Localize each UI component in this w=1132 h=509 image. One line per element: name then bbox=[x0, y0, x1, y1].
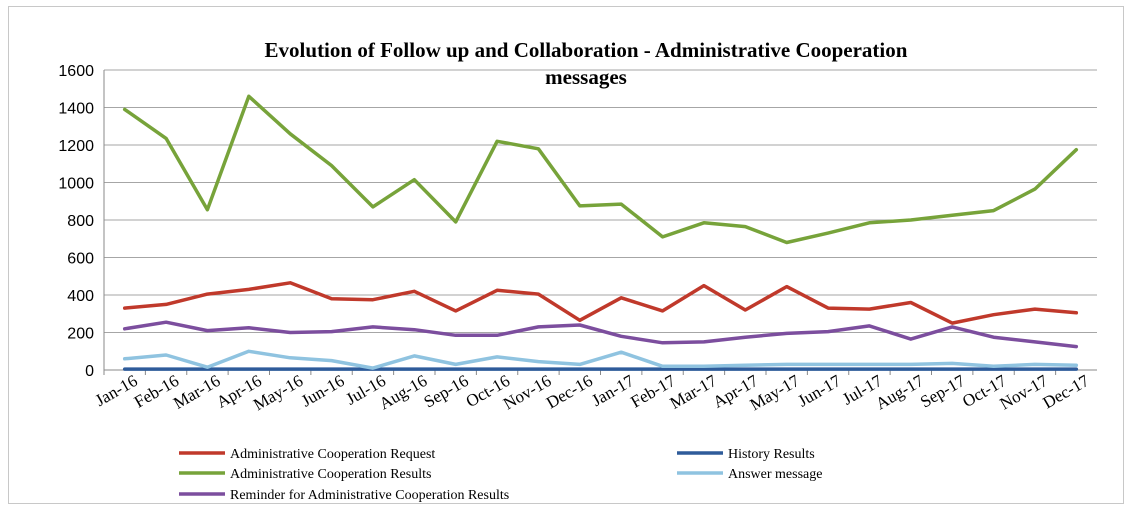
x-tick-label: Jun-16 bbox=[298, 371, 348, 411]
legend-label-history-results: History Results bbox=[728, 447, 815, 462]
gridlines bbox=[104, 69, 1097, 371]
y-tick-label: 1400 bbox=[58, 101, 94, 118]
y-tick-label: 400 bbox=[67, 288, 94, 305]
legend-label-answer-message: Answer message bbox=[728, 467, 822, 482]
series-line-reminder-for-administrative-cooperation-results bbox=[122, 320, 1079, 349]
x-tick-label: Jan-17 bbox=[588, 371, 637, 410]
y-axis: 0 200 400 600 800 1000 1200 1400 1600 bbox=[58, 63, 105, 380]
x-tick-label: Nov-16 bbox=[500, 371, 554, 413]
series-line-administrative-cooperation-results bbox=[122, 94, 1079, 245]
x-tick-label: Jun-17 bbox=[794, 371, 844, 411]
chart-title-line-2: messages bbox=[545, 65, 627, 89]
y-tick-label: 800 bbox=[67, 213, 94, 230]
legend: Administrative Cooperation Request Histor… bbox=[179, 447, 822, 503]
y-tick-label: 200 bbox=[67, 326, 94, 343]
series-lines bbox=[122, 94, 1079, 371]
x-tick-label: Sep-16 bbox=[420, 371, 471, 412]
chart-title: Evolution of Follow up and Collaboration… bbox=[265, 38, 908, 89]
x-tick-label: Dec-17 bbox=[1039, 371, 1092, 413]
y-tick-label: 600 bbox=[67, 251, 94, 268]
line-chart: Evolution of Follow up and Collaboration… bbox=[58, 38, 1097, 503]
x-tick-label: Mar-16 bbox=[170, 371, 223, 413]
series-line-administrative-cooperation-request bbox=[122, 281, 1079, 325]
legend-label-administrative-cooperation-request: Administrative Cooperation Request bbox=[230, 447, 435, 462]
y-tick-label: 1000 bbox=[58, 176, 94, 193]
chart-title-line-1: Evolution of Follow up and Collaboration… bbox=[265, 38, 908, 62]
x-tick-label: Aug-17 bbox=[872, 371, 927, 414]
y-tick-label: 1600 bbox=[58, 63, 94, 80]
legend-label-administrative-cooperation-results: Administrative Cooperation Results bbox=[230, 467, 431, 482]
legend-label-reminder-for-administrative-cooperation-results: Reminder for Administrative Cooperation … bbox=[230, 488, 509, 503]
x-tick-label: Mar-17 bbox=[667, 371, 721, 413]
x-tick-label: Sep-17 bbox=[917, 371, 969, 412]
y-tick-label: 1200 bbox=[58, 138, 94, 155]
series-line-answer-message bbox=[122, 349, 1079, 370]
x-tick-label: Nov-17 bbox=[996, 371, 1051, 414]
x-tick-label: Aug-16 bbox=[376, 371, 430, 413]
chart-frame: Evolution of Follow up and Collaboration… bbox=[8, 6, 1124, 504]
x-tick-label: Dec-16 bbox=[543, 371, 596, 412]
x-tick-label: Jan-16 bbox=[92, 371, 141, 410]
y-tick-label: 0 bbox=[85, 363, 94, 380]
x-axis: Jan-16Feb-16Mar-16Apr-16May-16Jun-16Jul-… bbox=[92, 370, 1093, 414]
